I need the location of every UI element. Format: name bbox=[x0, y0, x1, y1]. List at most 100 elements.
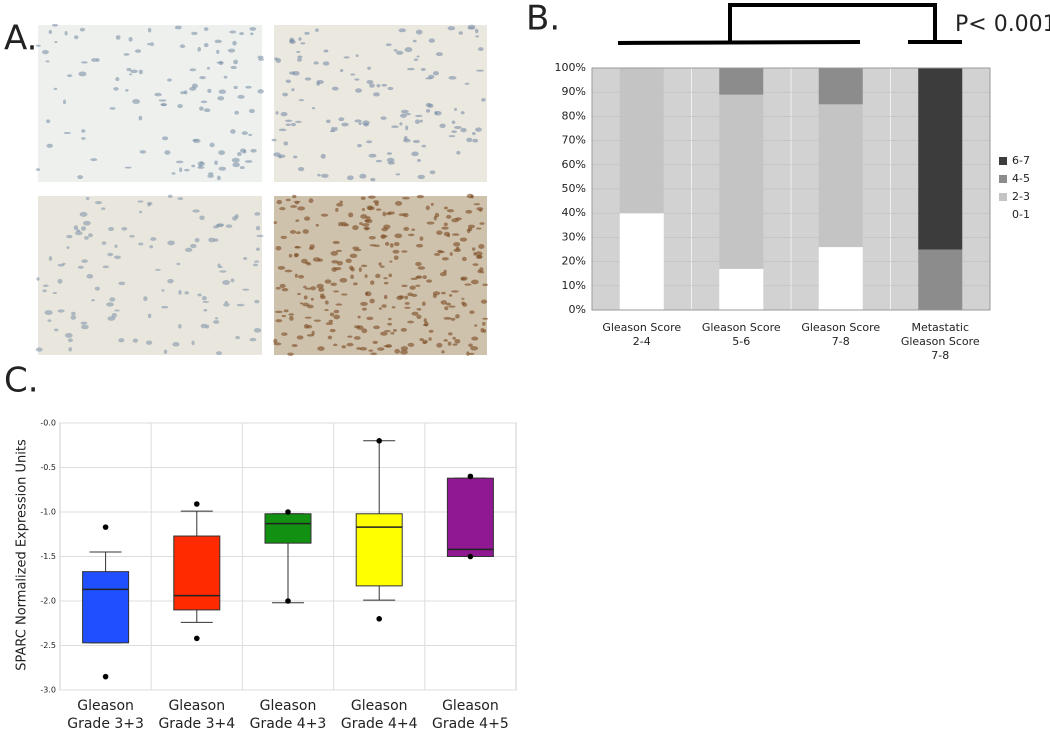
bracket-line bbox=[728, 3, 937, 43]
cell bbox=[177, 104, 183, 109]
cell bbox=[347, 335, 353, 338]
cell bbox=[294, 273, 298, 278]
cell bbox=[273, 342, 282, 346]
cell bbox=[366, 140, 373, 144]
cell bbox=[231, 157, 240, 163]
cell bbox=[469, 310, 475, 315]
cell bbox=[425, 109, 431, 113]
cell bbox=[475, 127, 482, 132]
cell bbox=[190, 243, 197, 249]
cell bbox=[139, 210, 143, 214]
cell bbox=[384, 329, 391, 333]
cell bbox=[386, 152, 392, 155]
cell bbox=[358, 122, 362, 126]
cell bbox=[311, 330, 315, 336]
cell bbox=[368, 195, 376, 199]
cell bbox=[422, 275, 427, 280]
cell bbox=[121, 226, 128, 231]
cell bbox=[184, 247, 193, 252]
cell bbox=[335, 207, 339, 212]
cell bbox=[335, 303, 343, 306]
cell bbox=[107, 316, 116, 321]
cell bbox=[192, 139, 199, 142]
cell bbox=[386, 157, 395, 163]
cell bbox=[218, 166, 227, 171]
x-tick-label: Gleason Score bbox=[801, 321, 880, 334]
cell bbox=[308, 198, 314, 204]
outlier bbox=[285, 598, 291, 604]
cell bbox=[398, 295, 405, 299]
cell bbox=[425, 205, 430, 211]
cell bbox=[178, 323, 182, 329]
cell bbox=[304, 261, 311, 265]
cell bbox=[404, 47, 413, 53]
cell bbox=[194, 237, 200, 243]
cell bbox=[285, 198, 291, 202]
cell bbox=[367, 206, 375, 211]
cell bbox=[361, 207, 366, 212]
cell bbox=[315, 28, 319, 32]
cell bbox=[288, 253, 293, 258]
cell bbox=[368, 153, 377, 158]
cell bbox=[80, 321, 88, 325]
micrograph bbox=[38, 196, 262, 355]
cell bbox=[365, 291, 372, 297]
cell bbox=[474, 324, 478, 327]
cell bbox=[289, 315, 294, 321]
legend-swatch bbox=[999, 193, 1007, 201]
cell bbox=[461, 297, 465, 300]
cell bbox=[218, 89, 227, 94]
legend-swatch bbox=[999, 157, 1007, 165]
cell bbox=[283, 141, 289, 146]
cell bbox=[179, 44, 186, 49]
cell bbox=[449, 252, 453, 256]
cell bbox=[290, 205, 298, 208]
cell bbox=[366, 79, 374, 84]
cell bbox=[239, 166, 245, 170]
cell bbox=[253, 327, 262, 333]
cell bbox=[275, 286, 281, 290]
cell bbox=[66, 234, 73, 239]
cell bbox=[81, 324, 89, 330]
cell bbox=[138, 115, 143, 121]
cell bbox=[339, 277, 348, 283]
cell bbox=[235, 335, 240, 340]
cell bbox=[91, 299, 95, 302]
cell bbox=[466, 137, 473, 143]
cell bbox=[388, 317, 392, 321]
cell bbox=[417, 266, 426, 270]
cell bbox=[275, 57, 281, 63]
cell bbox=[296, 50, 301, 53]
cell bbox=[311, 107, 316, 110]
cell bbox=[335, 249, 342, 253]
cell bbox=[362, 120, 370, 126]
cell bbox=[348, 212, 354, 218]
bar-segment bbox=[719, 268, 764, 310]
cell bbox=[94, 200, 103, 205]
cell bbox=[224, 300, 228, 304]
panel-label: B. bbox=[526, 0, 560, 39]
cell bbox=[191, 83, 198, 89]
cell bbox=[428, 337, 432, 341]
cell bbox=[400, 346, 409, 351]
cell bbox=[245, 85, 252, 89]
cell bbox=[285, 79, 292, 84]
cell bbox=[369, 83, 375, 88]
cell bbox=[275, 111, 279, 115]
cell bbox=[283, 309, 289, 313]
cell bbox=[405, 125, 409, 131]
bar-segment bbox=[818, 247, 863, 310]
cell bbox=[452, 336, 456, 340]
cell bbox=[134, 49, 142, 53]
cell bbox=[197, 293, 202, 297]
cell bbox=[42, 284, 49, 287]
cell bbox=[230, 129, 236, 134]
cell bbox=[388, 273, 393, 278]
x-tick-label: Gleason bbox=[260, 698, 317, 714]
cell bbox=[109, 297, 116, 302]
cell bbox=[316, 79, 324, 84]
cell bbox=[74, 230, 83, 236]
cell bbox=[368, 349, 374, 352]
cell bbox=[296, 335, 304, 340]
cell bbox=[257, 55, 264, 59]
